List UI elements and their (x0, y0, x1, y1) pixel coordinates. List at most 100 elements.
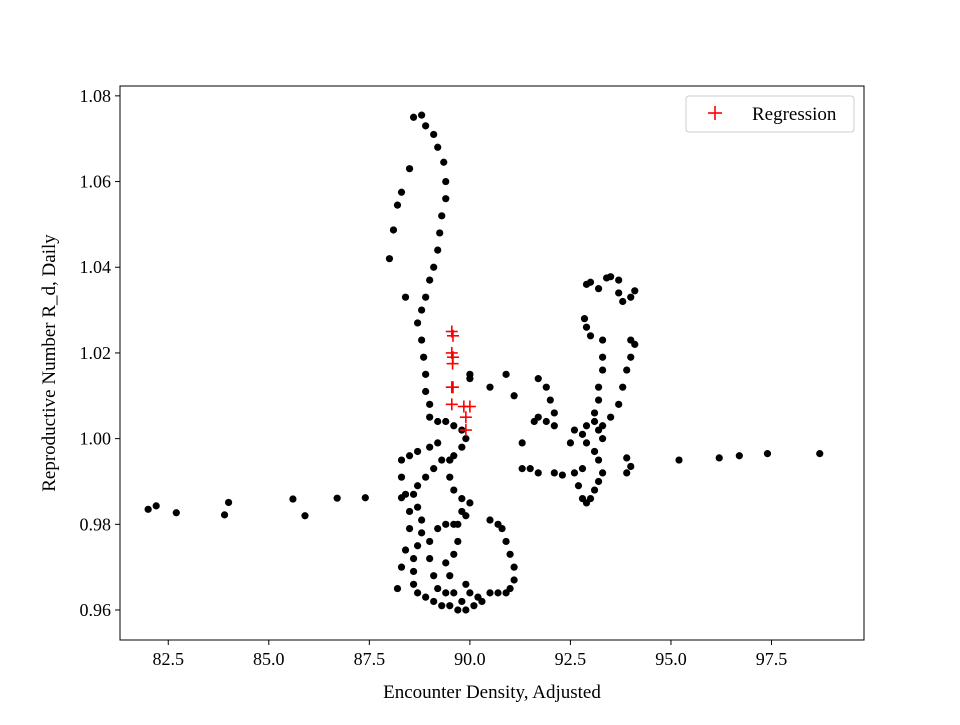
data-point (582, 422, 591, 430)
data-point (422, 293, 430, 301)
data-point (623, 454, 631, 462)
data-point (405, 525, 414, 533)
data-point (594, 383, 603, 391)
data-point (586, 278, 595, 286)
data-point (434, 417, 442, 426)
data-point (434, 584, 442, 593)
data-point (426, 554, 434, 563)
data-point (590, 486, 599, 494)
regression-point (446, 329, 459, 342)
y-axis-ticks: 0.96 0.98 1.00 1.02 1.04 1.06 1.08 (80, 86, 120, 620)
data-point (414, 542, 422, 550)
data-point (385, 255, 394, 263)
data-point (438, 212, 446, 220)
data-point (510, 563, 518, 571)
data-point (446, 602, 454, 610)
data-point (558, 471, 566, 479)
data-point (458, 597, 466, 606)
data-point (397, 563, 406, 571)
x-tick-label: 90.0 (454, 649, 486, 669)
data-point (530, 417, 538, 426)
y-axis-label: Reproductive Number R_d, Daily (39, 234, 60, 492)
plot-frame (119, 85, 865, 641)
data-point (450, 550, 458, 558)
data-point (430, 572, 438, 580)
data-point (578, 430, 587, 438)
y-tick-label: 1.02 (80, 343, 112, 363)
data-point (570, 426, 579, 434)
data-point (454, 520, 462, 528)
data-point (462, 512, 470, 520)
x-axis-label: Encounter Density, Adjusted (383, 682, 601, 703)
data-point (450, 486, 458, 494)
data-point (426, 537, 434, 546)
data-point (440, 158, 448, 166)
data-point (446, 456, 454, 464)
data-point (409, 567, 418, 576)
data-point (405, 507, 414, 516)
data-point (401, 490, 410, 498)
data-point (598, 469, 607, 477)
data-point (414, 482, 422, 490)
y-tick-label: 1.00 (80, 429, 112, 449)
data-point (438, 456, 446, 464)
data-point (152, 502, 160, 510)
data-point (607, 273, 615, 281)
y-tick-label: 1.08 (80, 86, 112, 106)
data-point (466, 499, 474, 507)
data-point (422, 593, 430, 601)
data-point (361, 494, 369, 502)
data-point (446, 572, 454, 580)
data-point (409, 113, 418, 121)
data-point (426, 276, 434, 284)
data-point (405, 165, 414, 173)
data-point (414, 319, 422, 327)
data-point (623, 366, 631, 374)
y-tick-label: 0.96 (80, 600, 112, 620)
data-point (397, 456, 406, 464)
data-point (426, 443, 434, 451)
data-point (446, 473, 454, 481)
data-point (594, 456, 603, 464)
data-point (418, 516, 426, 524)
data-point (586, 332, 595, 340)
data-point (486, 516, 494, 524)
data-point (494, 520, 502, 528)
data-point (442, 195, 450, 203)
data-point (546, 396, 554, 404)
regression-point (463, 400, 476, 413)
data-point (393, 584, 402, 593)
data-point (542, 417, 550, 426)
data-point (816, 450, 824, 458)
data-point (623, 469, 631, 477)
data-point (735, 452, 743, 460)
data-point (172, 509, 180, 517)
data-point (434, 143, 442, 151)
data-point (502, 537, 510, 546)
data-point (594, 285, 603, 293)
regression-point (446, 357, 459, 370)
data-point (414, 447, 422, 456)
data-point (436, 229, 444, 237)
data-point (486, 383, 494, 391)
x-tick-label: 85.0 (253, 649, 285, 669)
data-point (418, 336, 426, 344)
data-point (466, 370, 474, 378)
data-point (414, 589, 422, 597)
data-point (418, 529, 426, 537)
x-tick-label: 97.5 (756, 649, 788, 669)
data-point (422, 473, 430, 481)
data-point (502, 370, 510, 378)
data-point (586, 495, 595, 503)
plot-area (120, 86, 864, 640)
data-point (590, 417, 599, 426)
data-point (426, 400, 434, 408)
data-point (450, 422, 458, 430)
data-point (389, 226, 398, 234)
data-point (434, 439, 442, 447)
data-point (422, 387, 430, 396)
data-point (510, 392, 518, 400)
data-point (510, 576, 518, 584)
